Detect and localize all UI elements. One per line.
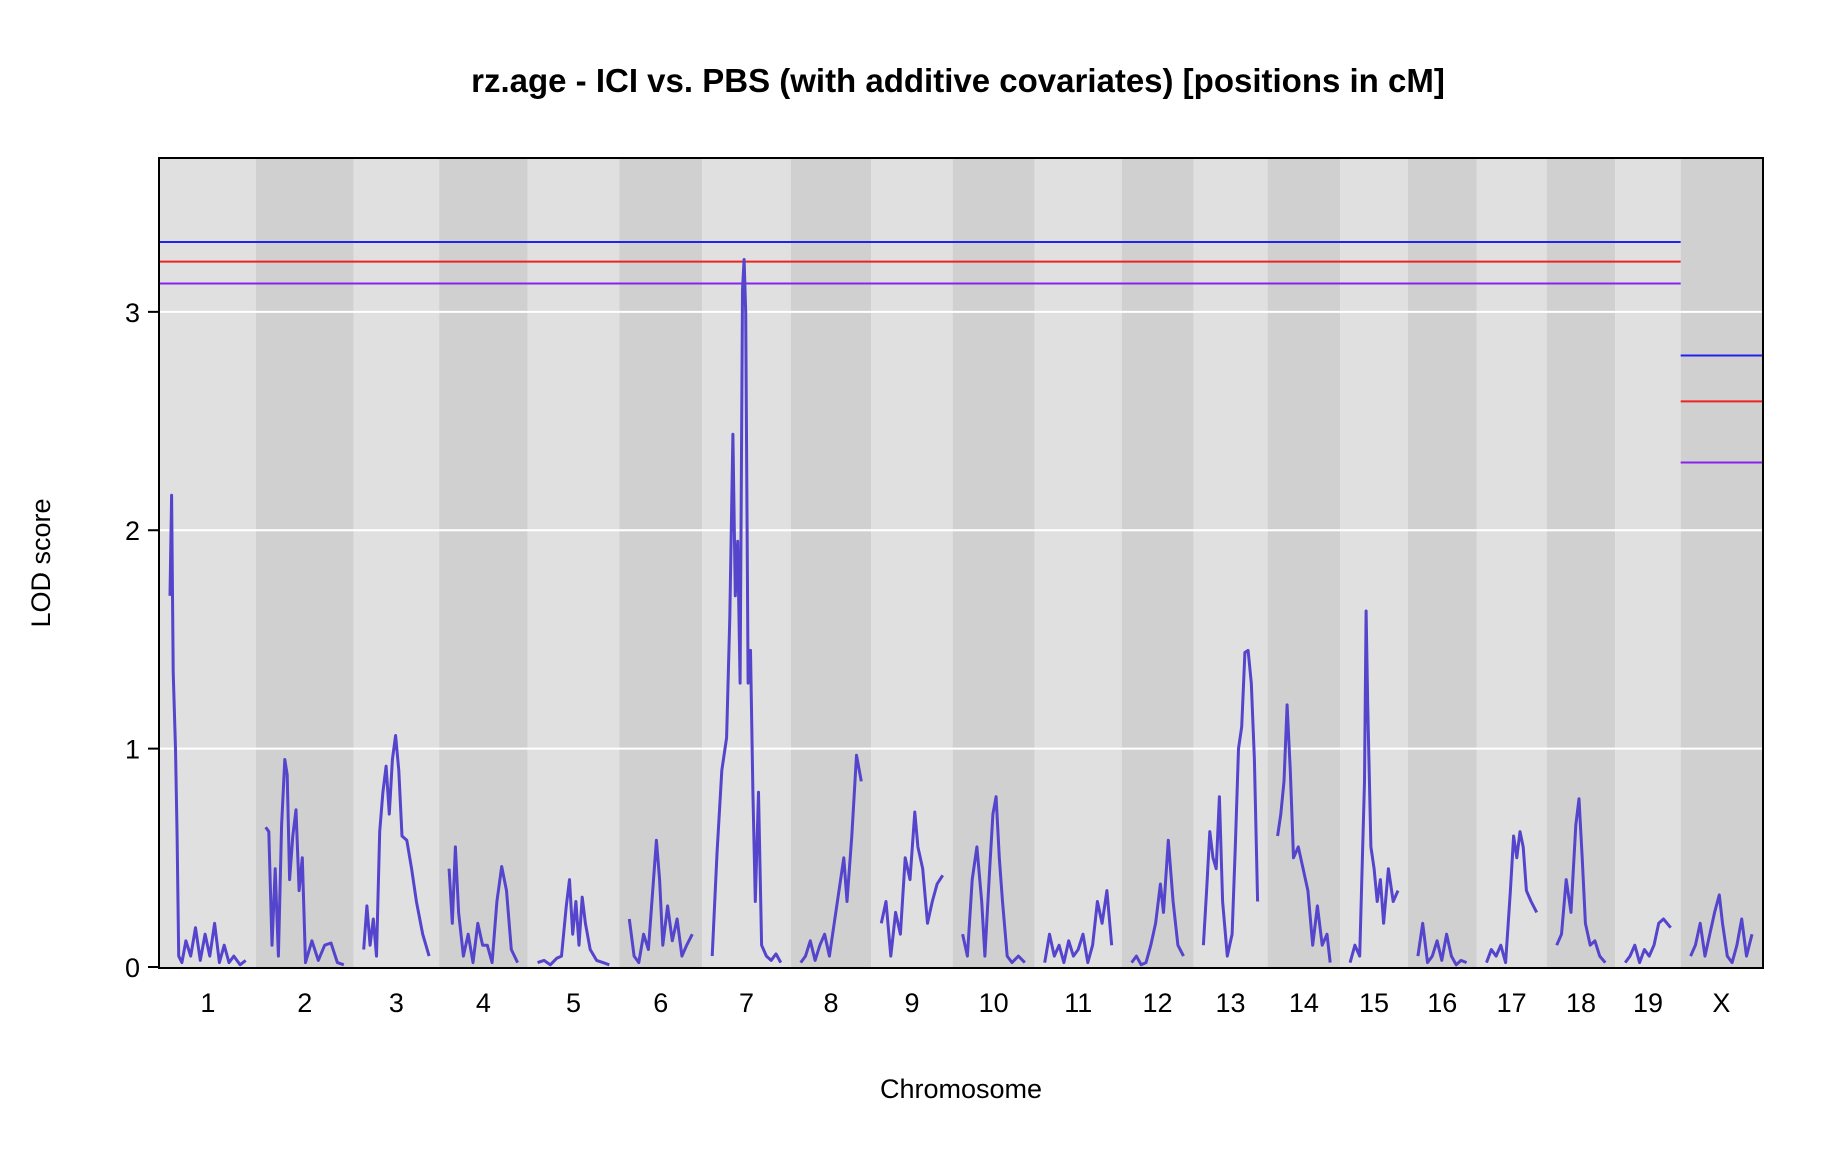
x-tick-label-9: 9: [904, 988, 919, 1018]
chromosome-band-1: [160, 159, 256, 967]
x-tick-label-14: 14: [1289, 988, 1319, 1018]
lod-curve-chr-3: [362, 734, 431, 958]
x-tick-label-X: X: [1712, 988, 1730, 1018]
x-tick-label-16: 16: [1427, 988, 1457, 1018]
chromosome-band-11: [1034, 159, 1122, 967]
lod-curve-chr-19: [1623, 917, 1672, 965]
y-tick-label-3: 3: [125, 298, 140, 328]
x-tick-label-13: 13: [1216, 988, 1246, 1018]
chromosome-band-6: [619, 159, 703, 967]
chromosome-band-8: [790, 159, 872, 967]
x-tick-label-12: 12: [1143, 988, 1173, 1018]
chromosome-band-14: [1267, 159, 1341, 967]
x-tick-label-10: 10: [979, 988, 1009, 1018]
x-tick-label-5: 5: [566, 988, 581, 1018]
lod-curves: [168, 258, 1754, 967]
y-tick-label-1: 1: [125, 735, 140, 765]
lod-curve-chr-18: [1555, 797, 1607, 964]
lod-curve-chr-11: [1043, 889, 1114, 965]
lod-curve-chr-12: [1130, 838, 1185, 967]
x-tick-label-8: 8: [824, 988, 839, 1018]
x-tick-label-19: 19: [1633, 988, 1663, 1018]
chromosome-band-19: [1615, 159, 1681, 967]
x-tick-label-11: 11: [1064, 988, 1092, 1018]
lod-curve-chr-14: [1276, 703, 1332, 963]
x-tick-label-6: 6: [653, 988, 668, 1018]
lod-curve-chr-9: [879, 810, 944, 958]
plot-border: [158, 157, 1764, 969]
y-axis-ticks: 0 1 2 3: [125, 298, 159, 983]
y-tick-label-2: 2: [125, 516, 140, 546]
lod-curve-chr-17: [1485, 830, 1539, 965]
chromosome-band-2: [255, 159, 354, 967]
threshold-lines: [160, 240, 1762, 464]
lod-curve-chr-16: [1416, 921, 1468, 967]
chromosome-band-4: [439, 159, 528, 967]
chromosome-band-X: [1680, 159, 1762, 967]
gridlines: [160, 310, 1762, 750]
chromosome-band-10: [952, 159, 1035, 967]
x-tick-label-4: 4: [476, 988, 491, 1018]
x-tick-label-15: 15: [1359, 988, 1389, 1018]
chromosome-band-16: [1407, 159, 1477, 967]
y-axis-label: LOD score: [26, 498, 56, 627]
x-axis-ticks: 1 2 3 4 5 6 7 8 9 10 11 12 13 14 15 16 17 18 19 X: [200, 988, 1730, 1018]
x-tick-label-2: 2: [297, 988, 312, 1018]
lod-curve-chr-8: [799, 753, 863, 964]
chromosome-band-17: [1476, 159, 1547, 967]
lod-curve-chr-7: [710, 258, 783, 964]
y-tick-label-0: 0: [125, 953, 140, 983]
chromosome-band-15: [1340, 159, 1408, 967]
lod-curve-chr-2: [264, 758, 345, 967]
lod-curve-chr-5: [537, 878, 610, 967]
x-tick-label-7: 7: [739, 988, 754, 1018]
chromosome-band-5: [527, 159, 620, 967]
x-tick-label-17: 17: [1497, 988, 1527, 1018]
x-axis-label: Chromosome: [880, 1074, 1042, 1104]
chart-title: rz.age - ICI vs. PBS (with additive cova…: [471, 62, 1445, 99]
lod-curve-chr-6: [627, 838, 694, 965]
lod-curve-chr-13: [1201, 648, 1260, 958]
lod-curve-chr-X: [1689, 893, 1754, 965]
lod-curve-chr-15: [1348, 609, 1400, 963]
lod-curve-chr-4: [447, 845, 519, 965]
chromosome-band-3: [353, 159, 440, 967]
chromosome-band-12: [1121, 159, 1194, 967]
x-tick-label-1: 1: [200, 988, 215, 1018]
lod-curve-chr-1: [168, 493, 247, 967]
x-tick-label-18: 18: [1566, 988, 1596, 1018]
x-tick-label-3: 3: [389, 988, 404, 1018]
lod-curve-chr-10: [961, 795, 1026, 965]
